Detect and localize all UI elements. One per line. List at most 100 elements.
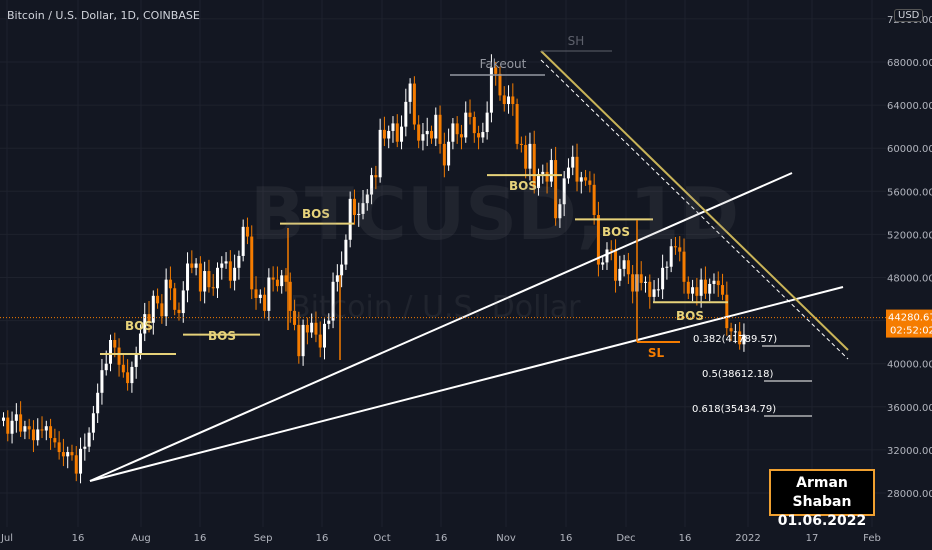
candle-body	[673, 246, 677, 248]
candle-body	[27, 426, 31, 430]
candle-body	[6, 417, 10, 434]
candle-body	[36, 429, 40, 441]
candle-body	[23, 426, 27, 432]
candle-body	[203, 271, 207, 292]
candle-body	[541, 171, 545, 175]
candle-body	[682, 251, 686, 282]
candle-body	[395, 123, 399, 142]
candle-body	[545, 171, 549, 182]
author-box: Arman Shaban 01.06.2022	[769, 469, 875, 529]
bos-label: BOS	[208, 329, 236, 343]
x-tick-label: 2022	[735, 533, 760, 544]
candle-body	[639, 274, 643, 283]
candle-body	[340, 264, 344, 276]
bos-label: BOS	[602, 225, 630, 239]
candle-body	[481, 132, 485, 138]
candle-body	[592, 184, 596, 216]
candle-body	[511, 96, 515, 105]
candle-body	[57, 442, 61, 453]
x-tick-label: 16	[560, 533, 573, 544]
candle-body	[79, 448, 83, 474]
descending-trendline[interactable]	[540, 50, 849, 351]
candle-body	[408, 83, 412, 102]
candle-body	[220, 263, 224, 268]
candle-body	[712, 280, 716, 284]
currency-badge[interactable]: USD	[894, 9, 924, 22]
candle-body	[584, 177, 588, 181]
candle-body	[181, 290, 185, 314]
price-tag-countdown: 02:52:02	[890, 326, 932, 337]
candle-body	[263, 294, 267, 311]
sh-label: SH	[568, 34, 585, 48]
candle-body	[708, 283, 712, 294]
candle-body	[323, 323, 326, 348]
candle-body	[143, 314, 147, 334]
x-tick-label: 16	[194, 533, 207, 544]
upper-trendline[interactable]	[89, 172, 793, 482]
candle-body	[524, 144, 528, 169]
y-tick-label: 28000.00	[887, 489, 932, 500]
candle-body	[352, 198, 356, 216]
author-name: Arman Shaban	[792, 475, 852, 510]
bos-label: BOS	[676, 309, 704, 323]
candle-body	[44, 426, 48, 431]
candle-body	[109, 339, 112, 364]
candle-body	[53, 438, 57, 443]
x-tick-label: Aug	[131, 533, 151, 544]
candle-body	[562, 178, 566, 205]
fib-label: 0.618(35434.79)	[692, 404, 776, 415]
descending-trendline-dashed[interactable]	[540, 59, 849, 360]
candle-body	[104, 363, 108, 371]
candle-body	[459, 134, 463, 138]
candle-body	[455, 123, 459, 135]
candle-body	[502, 95, 506, 105]
candle-body	[678, 247, 682, 252]
fakeout-label: Fakeout	[480, 57, 527, 71]
candle-body	[400, 126, 404, 142]
candle-body	[254, 289, 258, 298]
candle-body	[494, 67, 498, 74]
candle-body	[31, 429, 35, 441]
candle-body	[275, 279, 279, 287]
x-tick-label: Dec	[616, 533, 635, 544]
candle-body	[19, 414, 23, 432]
candle-body	[194, 263, 198, 268]
candle-body	[438, 114, 442, 144]
candle-body	[267, 277, 271, 311]
candle-body	[716, 280, 720, 286]
candle-body	[618, 268, 622, 281]
candle-body	[644, 281, 647, 283]
candle-body	[430, 130, 433, 139]
candle-body	[2, 417, 5, 421]
candle-body	[280, 275, 284, 287]
lower-trendline[interactable]	[89, 286, 844, 482]
watermark-symbol: BTCUSD, 1D	[250, 172, 740, 256]
candle-body	[177, 309, 181, 314]
price-tag-value: 44280.67	[888, 313, 932, 324]
candle-body	[245, 226, 249, 237]
candle-body	[49, 426, 53, 439]
candle-body	[284, 275, 288, 282]
x-tick-label: Nov	[496, 533, 516, 544]
candle-body	[258, 294, 262, 298]
candle-body	[378, 129, 382, 178]
candle-body	[301, 324, 305, 357]
bos-label: BOS	[302, 207, 330, 221]
candle-body	[579, 177, 583, 182]
candle-body	[87, 432, 91, 447]
y-tick-label: 56000.00	[887, 187, 932, 198]
candle-body	[442, 143, 446, 166]
candle-body	[729, 328, 733, 332]
candle-body	[519, 143, 523, 145]
candle-body	[498, 73, 502, 96]
candle-body	[224, 261, 228, 264]
candle-body	[327, 320, 331, 324]
candle-body	[661, 267, 665, 290]
candle-body	[558, 204, 562, 219]
candle-body	[190, 263, 194, 268]
candle-body	[721, 285, 725, 295]
candle-body	[271, 277, 275, 280]
bos-label: BOS	[509, 179, 537, 193]
candle-body	[622, 260, 626, 269]
